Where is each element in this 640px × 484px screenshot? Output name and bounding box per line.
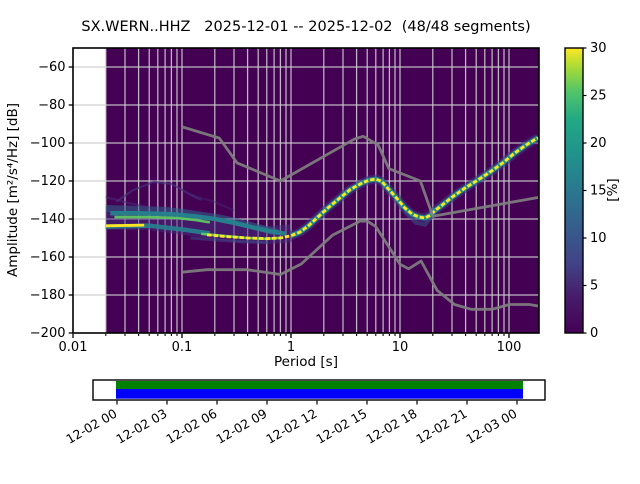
y-tick-label: −100: [30, 136, 66, 151]
psd-band-mode-yellow: [206, 136, 539, 241]
noise-model-lines: [181, 125, 539, 311]
y-tick-label: −120: [30, 174, 66, 189]
x-tick-label: 10: [392, 340, 409, 355]
timeline-data-bar: [116, 389, 523, 399]
timeline-tick-label: 12-02 15: [313, 406, 369, 447]
timeline-tick-label: 12-02 18: [363, 406, 419, 447]
psd-band-left-yellow-segment: [105, 223, 145, 228]
colorbar: 0 5 10 15 20 25 30: [564, 41, 607, 341]
colorbar-gradient: [564, 47, 584, 334]
y-tick-label: −180: [30, 288, 66, 303]
y-axis-label: Amplitude [m²/s⁴/Hz] [dB]: [5, 103, 21, 277]
y-tick-label: −160: [30, 250, 66, 265]
x-tick-label: 0.01: [59, 340, 88, 355]
timeline-tick-label: 12-02 12: [263, 406, 319, 447]
y-tick-label: −80: [38, 98, 65, 113]
timeline-tick-label: 12-03 00: [463, 406, 519, 447]
noise-model-low: [181, 219, 539, 311]
colorbar-tick-label: 10: [590, 231, 607, 246]
x-tick-label: 0.1: [172, 340, 193, 355]
timeline-tick-label: 12-02 21: [413, 406, 469, 447]
timeline-tick-label: 12-02 06: [163, 406, 219, 447]
timeline-processed-bar: [116, 381, 523, 389]
y-tick-label: −200: [30, 326, 66, 341]
colorbar-tick-label: 0: [590, 326, 598, 341]
timeline-tick-label: 12-02 00: [63, 406, 119, 447]
colorbar-tick-label: 20: [590, 136, 607, 151]
psd-band-left-teal-upper: [110, 211, 287, 237]
psd-band-wisp-arc: [115, 180, 202, 203]
x-tick-label: 100: [497, 340, 522, 355]
colorbar-label: [%]: [605, 178, 621, 201]
plot-title: SX.WERN..HHZ 2025-12-01 -- 2025-12-02 (4…: [81, 19, 530, 35]
timeline-tick-label: 12-02 09: [213, 406, 269, 447]
psd-band-left-green-upper: [114, 215, 211, 224]
colorbar-tick-label: 15: [590, 184, 607, 199]
psd-band-wisp-left: [105, 196, 150, 209]
y-tick-label: −60: [38, 60, 65, 75]
psd-band-wisp-right: [190, 194, 235, 212]
psd-band-left-bottom-fringe: [190, 236, 267, 244]
grid-lines: [73, 48, 539, 333]
x-tick-label: 1: [287, 340, 295, 355]
psd-histogram: [105, 133, 541, 245]
colorbar-tick-label: 30: [590, 41, 607, 56]
psd-band-left-spread-halo: [105, 211, 292, 245]
timeline-tick-label: 12-02 03: [113, 406, 169, 447]
plot-border: [72, 47, 540, 334]
axes: 0.01 0.1 1 10 100 −60 −80 −100 −120 −140 −160 −180 −…: [30, 47, 540, 355]
colorbar-tick-label: 5: [590, 279, 598, 294]
colorbar-tick-label: 25: [590, 89, 607, 104]
noise-model-high: [181, 125, 539, 218]
x-axis-label: Period [s]: [274, 354, 338, 370]
y-tick-label: −140: [30, 212, 66, 227]
